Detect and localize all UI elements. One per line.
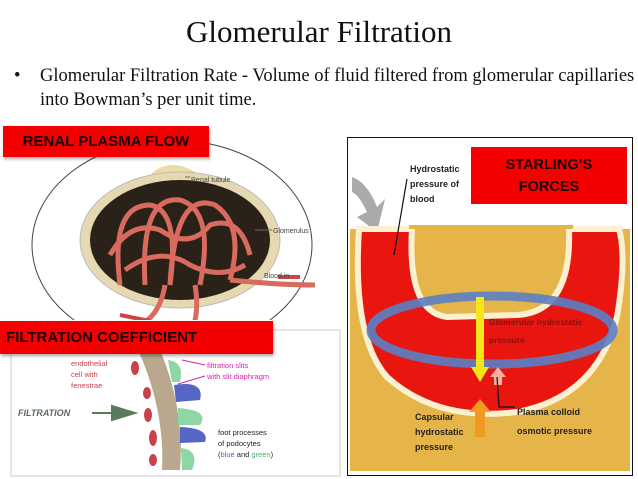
hydrostatic-blood-caption: Hydrostatic pressure of blood — [410, 164, 462, 204]
color-legend-caption: (blue and green) — [218, 450, 274, 459]
filtration-slits-caption: filtration slits with slit diaphragm — [206, 361, 269, 381]
bullet-marker: • — [14, 66, 21, 86]
filtration-caption: FILTRATION — [18, 408, 71, 418]
filtration-coefficient-label: FILTRATION COEFFICIENT — [0, 321, 273, 354]
glomerulus-caption: Glomerulus — [273, 228, 309, 235]
renal-plasma-flow-label: RENAL PLASMA FLOW — [3, 126, 209, 157]
filtration-membrane-illustration: endothelial cell with fenestrae filtrati… — [10, 329, 341, 477]
slide-title: Glomerular Filtration — [185, 14, 453, 49]
blood-out-arrow — [119, 313, 151, 320]
capsular-caption: Capsular hydrostatic pressure — [415, 412, 466, 452]
endothelial-caption: endothelial cell with fenestrae — [71, 359, 109, 390]
foot-processes-caption: foot processes of podocytes — [218, 428, 269, 448]
starlings-forces-label: STARLING’S FORCES — [471, 147, 627, 204]
filtration-arrow — [92, 404, 139, 422]
glomerulus-illustration: Renal tubule Glomerulus Blood in — [31, 140, 316, 320]
capsular-pressure-arrow — [469, 399, 491, 437]
renal-tubule-caption: Renal tubule — [191, 177, 230, 184]
capillary-loops — [107, 197, 316, 320]
gray-flow-arrow — [352, 177, 385, 232]
glomerular-hydrostatic-caption: Glomerular hydrostatic pressure — [489, 317, 585, 345]
glomerular-pressure-arrow — [476, 297, 484, 372]
foot-processes — [168, 360, 206, 470]
bullet-text: Glomerular Filtration Rate - Volume of f… — [40, 66, 635, 110]
blood-in-caption: Blood in — [264, 273, 289, 280]
plasma-colloid-caption: Plasma colloid osmotic pressure — [517, 407, 592, 436]
capillary-loop — [354, 226, 626, 417]
osmotic-pressure-arrow — [490, 367, 506, 385]
starling-forces-illustration: Hydrostatic pressure of blood Glomerular… — [347, 137, 633, 476]
highlight-ring — [366, 291, 618, 369]
endothelial-cells — [131, 361, 157, 466]
